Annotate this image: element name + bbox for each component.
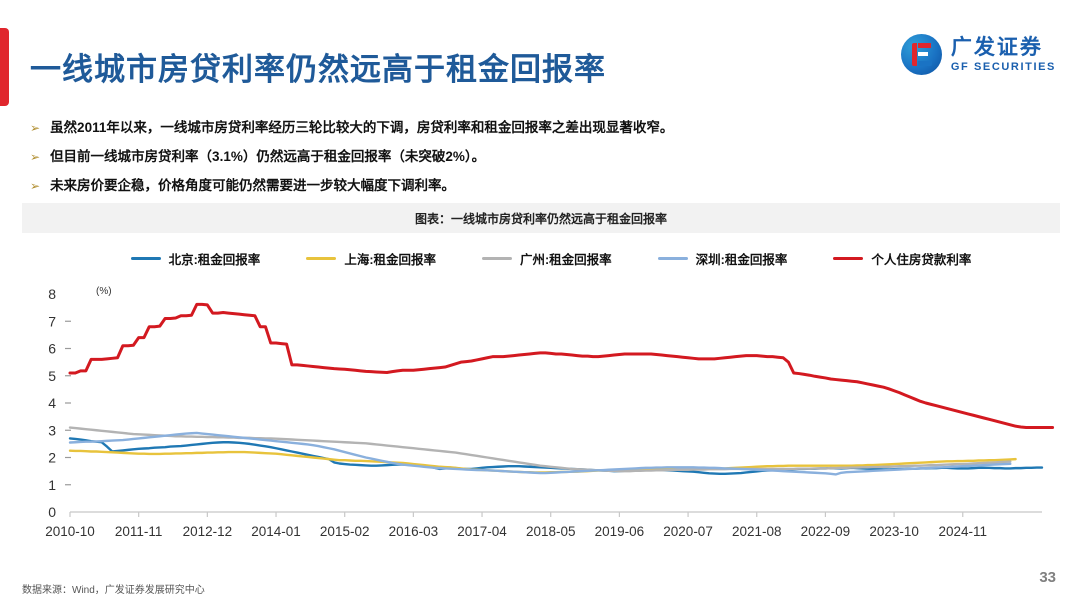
legend-swatch: [833, 257, 864, 260]
legend-swatch: [306, 257, 337, 260]
svg-text:2010-10: 2010-10: [45, 524, 95, 539]
bullet-arrow-icon: ➢: [30, 121, 41, 135]
legend-label: 广州:租金回报率: [519, 253, 612, 267]
legend-item-shenzhen[interactable]: 深圳:租金回报率: [657, 249, 788, 268]
svg-text:7: 7: [48, 313, 56, 329]
logo-name-cn: 广发证券: [950, 35, 1043, 59]
chart-caption: 图表：一线城市房贷利率仍然远高于租金回报率: [22, 203, 1060, 233]
line-chart: 0 1 2 3 4 5 6 7 8 2010-10 2011-11 2012-12 2014-01 201…: [45, 286, 1055, 539]
page-title: 一线城市房贷利率仍然远高于租金回报率: [30, 52, 606, 87]
legend-label: 深圳:租金回报率: [695, 253, 788, 267]
chart-panel: 图表：一线城市房贷利率仍然远高于租金回报率 北京:租金回报率 上海:租金回报率 …: [22, 203, 1060, 563]
svg-text:2021-08: 2021-08: [732, 524, 782, 539]
gf-logo-icon: [900, 34, 942, 75]
svg-text:2: 2: [48, 450, 56, 466]
svg-text:2015-02: 2015-02: [320, 524, 370, 539]
bullet-list: ➢ 虽然2011年以来，一线城市房贷利率经历三轮比较大的下调，房贷利率和租金回报…: [30, 118, 1040, 205]
svg-text:2020-07: 2020-07: [663, 524, 713, 539]
chart-legend: 北京:租金回报率 上海:租金回报率 广州:租金回报率 深圳:租金回报率 个人住房…: [22, 249, 1060, 268]
gf-securities-logo: 广发证券 GF SECURITIES: [900, 34, 1056, 75]
bullet-item: ➢ 未来房价要企稳，价格角度可能仍然需要进一步较大幅度下调利率。: [30, 176, 1040, 196]
legend-label: 个人住房贷款利率: [871, 253, 972, 267]
legend-item-mortgage-rate[interactable]: 个人住房贷款利率: [833, 249, 971, 268]
accent-bar: [0, 28, 9, 106]
legend-label: 北京:租金回报率: [168, 253, 261, 267]
logo-text: 广发证券 GF SECURITIES: [951, 37, 1056, 73]
svg-text:2016-03: 2016-03: [389, 524, 439, 539]
svg-text:2014-01: 2014-01: [251, 524, 301, 539]
legend-swatch: [657, 257, 688, 260]
bullet-text: 虽然2011年以来，一线城市房贷利率经历三轮比较大的下调，房贷利率和租金回报率之…: [50, 120, 674, 135]
svg-text:2011-11: 2011-11: [115, 524, 163, 539]
svg-text:2017-04: 2017-04: [457, 524, 507, 539]
plot-area: (%) 0 1 2 3 4 5 6 7 8 2010-10 2011-11 2012-12 2014-0…: [22, 276, 1060, 548]
bullet-arrow-icon: ➢: [30, 150, 41, 164]
svg-text:2023-10: 2023-10: [869, 524, 919, 539]
y-axis-unit-label: (%): [96, 286, 112, 297]
legend-label: 上海:租金回报率: [344, 253, 436, 267]
svg-text:2018-05: 2018-05: [526, 524, 576, 539]
bullet-arrow-icon: ➢: [30, 179, 41, 193]
svg-text:5: 5: [48, 368, 56, 384]
svg-text:2022-09: 2022-09: [801, 524, 851, 539]
legend-item-shanghai[interactable]: 上海:租金回报率: [306, 249, 436, 268]
svg-text:2012-12: 2012-12: [183, 524, 233, 539]
svg-text:0: 0: [48, 504, 56, 520]
data-source-note: 数据来源：Wind，广发证券发展研究中心: [22, 585, 205, 596]
bullet-item: ➢ 虽然2011年以来，一线城市房贷利率经历三轮比较大的下调，房贷利率和租金回报…: [30, 118, 1040, 138]
svg-text:6: 6: [48, 341, 56, 357]
svg-text:3: 3: [48, 422, 56, 438]
svg-text:1: 1: [48, 477, 56, 493]
bullet-item: ➢ 但目前一线城市房贷利率（3.1%）仍然远高于租金回报率（未突破2%）。: [30, 147, 1040, 167]
legend-swatch: [481, 257, 512, 260]
svg-text:2024-11: 2024-11: [938, 524, 987, 539]
svg-text:2019-06: 2019-06: [595, 524, 645, 539]
bullet-text: 但目前一线城市房贷利率（3.1%）仍然远高于租金回报率（未突破2%）。: [50, 149, 486, 164]
svg-text:4: 4: [48, 395, 56, 411]
logo-name-en: GF SECURITIES: [950, 60, 1056, 73]
svg-text:8: 8: [48, 286, 56, 302]
bullet-text: 未来房价要企稳，价格角度可能仍然需要进一步较大幅度下调利率。: [50, 178, 456, 193]
legend-item-guangzhou[interactable]: 广州:租金回报率: [481, 249, 612, 268]
legend-swatch: [130, 257, 161, 260]
legend-item-beijing[interactable]: 北京:租金回报率: [130, 249, 261, 268]
page-number: 33: [1039, 569, 1056, 586]
